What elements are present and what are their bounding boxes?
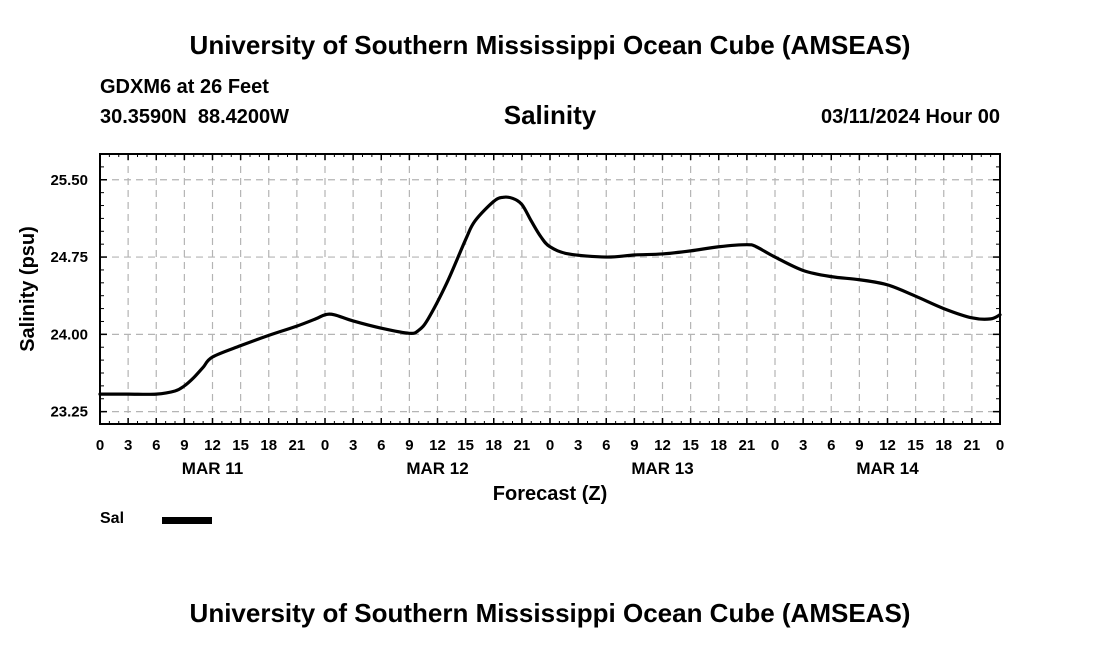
station-coordinates: 30.3590N 88.4200W <box>100 106 290 128</box>
y-tick-label: 24.00 <box>50 326 88 343</box>
x-tick-label: 3 <box>124 437 132 454</box>
y-axis-label: Salinity (psu) <box>17 226 39 352</box>
chart-title: Salinity <box>503 100 597 130</box>
x-tick-label: 12 <box>204 437 221 454</box>
x-tick-label: 15 <box>457 437 474 454</box>
y-tick-label: 25.50 <box>50 172 88 189</box>
x-tick-label: 18 <box>935 437 952 454</box>
x-tick-label: 3 <box>574 437 582 454</box>
x-tick-label: 18 <box>710 437 727 454</box>
x-tick-label: 21 <box>964 437 981 454</box>
x-tick-label: 0 <box>96 437 104 454</box>
x-tick-label: 15 <box>682 437 699 454</box>
x-tick-label: 18 <box>260 437 277 454</box>
station-label: GDXM6 at 26 Feet <box>100 76 269 98</box>
x-tick-label: 3 <box>799 437 807 454</box>
top-title: University of Southern Mississippi Ocean… <box>189 30 911 60</box>
x-tick-label: 6 <box>602 437 610 454</box>
bottom-title: University of Southern Mississippi Ocean… <box>189 598 911 628</box>
x-tick-label: 21 <box>289 437 306 454</box>
x-tick-label: 9 <box>180 437 188 454</box>
x-tick-label: 0 <box>996 437 1004 454</box>
axis-labels: 0 3 6 9 12 15 18 21 0 3 6 9 12 15 18 21 0 3 6 9 12 15 18 21 0 3 6 9… <box>17 172 1004 505</box>
x-tick-label: 9 <box>405 437 413 454</box>
day-label: MAR 11 <box>182 459 243 478</box>
x-tick-label: 21 <box>514 437 531 454</box>
forecast-timestamp: 03/11/2024 Hour 00 <box>820 106 1000 128</box>
x-tick-label: 0 <box>546 437 554 454</box>
x-tick-label: 6 <box>827 437 835 454</box>
grid <box>100 154 1000 424</box>
y-tick-label: 23.25 <box>50 404 88 421</box>
x-tick-label: 18 <box>485 437 502 454</box>
x-tick-label: 9 <box>630 437 638 454</box>
day-label: MAR 13 <box>631 459 693 478</box>
x-tick-label: 15 <box>907 437 924 454</box>
x-tick-label: 0 <box>771 437 779 454</box>
y-tick-label: 24.75 <box>50 249 88 266</box>
plot-frame <box>99 153 1001 425</box>
legend-swatch <box>162 517 212 524</box>
x-tick-label: 12 <box>654 437 671 454</box>
x-tick-label: 21 <box>739 437 756 454</box>
x-tick-label: 9 <box>855 437 863 454</box>
x-tick-label: 15 <box>232 437 249 454</box>
day-label: MAR 12 <box>406 459 468 478</box>
x-tick-label: 6 <box>152 437 160 454</box>
x-tick-label: 6 <box>377 437 385 454</box>
day-label: MAR 14 <box>856 459 919 478</box>
series-line-sal <box>98 195 1002 396</box>
legend-label: Sal <box>100 510 125 527</box>
x-axis-label: Forecast (Z) <box>493 483 607 505</box>
x-tick-label: 12 <box>429 437 446 454</box>
x-tick-label: 3 <box>349 437 357 454</box>
x-tick-label: 12 <box>879 437 896 454</box>
x-tick-label: 0 <box>321 437 329 454</box>
series <box>98 195 1002 396</box>
